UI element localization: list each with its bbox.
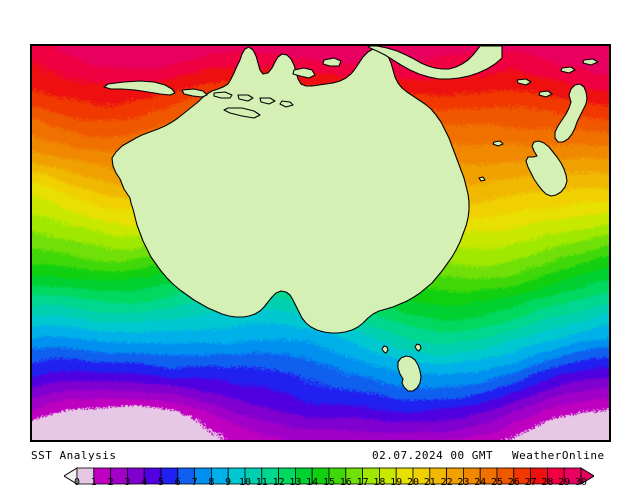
land-polygon — [525, 140, 568, 197]
colorbar-tick: 15 — [322, 477, 336, 488]
colorbar — [64, 466, 594, 490]
land-polygon — [538, 90, 553, 98]
valid-datetime-label: 02.07.2024 00 GMT — [372, 449, 494, 462]
land-polygon — [516, 78, 532, 86]
colorbar-tick: 21 — [423, 477, 436, 488]
colorbar-tick: 5 — [157, 477, 165, 488]
page-title: SST Analysis — [31, 449, 117, 462]
colorbar-tick: 14 — [306, 477, 319, 488]
colorbar-tick: 19 — [390, 477, 403, 488]
colorbar-tick: 1 — [90, 477, 97, 488]
colorbar-tick: 26 — [507, 477, 520, 488]
land-polygons — [103, 46, 599, 392]
colorbar-tick: 12 — [272, 477, 285, 488]
land-polygon — [381, 345, 389, 354]
colorbar-tick: 3 — [124, 477, 131, 488]
colorbar-tick: 20 — [406, 477, 420, 488]
colorbar-tick: 9 — [225, 477, 232, 488]
land-polygon — [414, 343, 422, 352]
land-australia — [111, 46, 470, 334]
colorbar-tick: 13 — [289, 477, 302, 488]
land-polygon — [492, 140, 504, 147]
colorbar-tick: 25 — [490, 477, 504, 488]
colorbar-tick: 17 — [356, 477, 369, 488]
colorbar-tick: 29 — [558, 477, 571, 488]
colorbar-tick: 27 — [524, 477, 537, 488]
colorbar-tick: 8 — [208, 477, 215, 488]
land-polygon — [582, 58, 599, 66]
colorbar-tick: 10 — [238, 477, 252, 488]
land-polygon — [367, 46, 503, 80]
colorbar-tick: 22 — [440, 477, 453, 488]
colorbar-tick: 24 — [474, 477, 487, 488]
colorbar-tick: 30 — [574, 477, 588, 488]
land-polygon — [478, 176, 486, 182]
colorbar-tick: 4 — [141, 477, 148, 488]
colorbar-tick: 2 — [107, 477, 114, 488]
colorbar-tick: 0 — [73, 477, 81, 488]
colorbar-tick: 28 — [541, 477, 554, 488]
coastline-layer — [103, 46, 599, 392]
land-polygon — [181, 88, 208, 98]
land-polygon — [279, 100, 294, 108]
land-polygon — [213, 91, 233, 99]
land-polygon — [259, 97, 276, 105]
land-polygon — [103, 80, 176, 96]
colorbar-tick: 18 — [373, 477, 386, 488]
colorbar-tick: 23 — [457, 477, 470, 488]
colorbar-tick-labels: 0 1 2 3 4 5 6 7 8 9 10 11 12 13 14 15 16 17 18 19 20 21 22 23 24… — [64, 477, 594, 490]
land-polygon — [237, 94, 254, 102]
land-polygon — [560, 66, 576, 74]
land-polygon — [223, 107, 261, 119]
sst-map-panel[interactable] — [30, 44, 611, 442]
land-polygon — [292, 67, 316, 79]
colorbar-tick: 6 — [174, 477, 181, 488]
brand-label: WeatherOnline — [512, 449, 605, 462]
land-polygon — [322, 57, 342, 67]
colorbar-tick: 7 — [191, 477, 198, 488]
colorbar-tick: 16 — [339, 477, 352, 488]
colorbar-swatches — [64, 467, 594, 485]
land-polygon — [554, 83, 588, 143]
land-polygon — [397, 355, 422, 392]
colorbar-tick: 11 — [255, 477, 268, 488]
